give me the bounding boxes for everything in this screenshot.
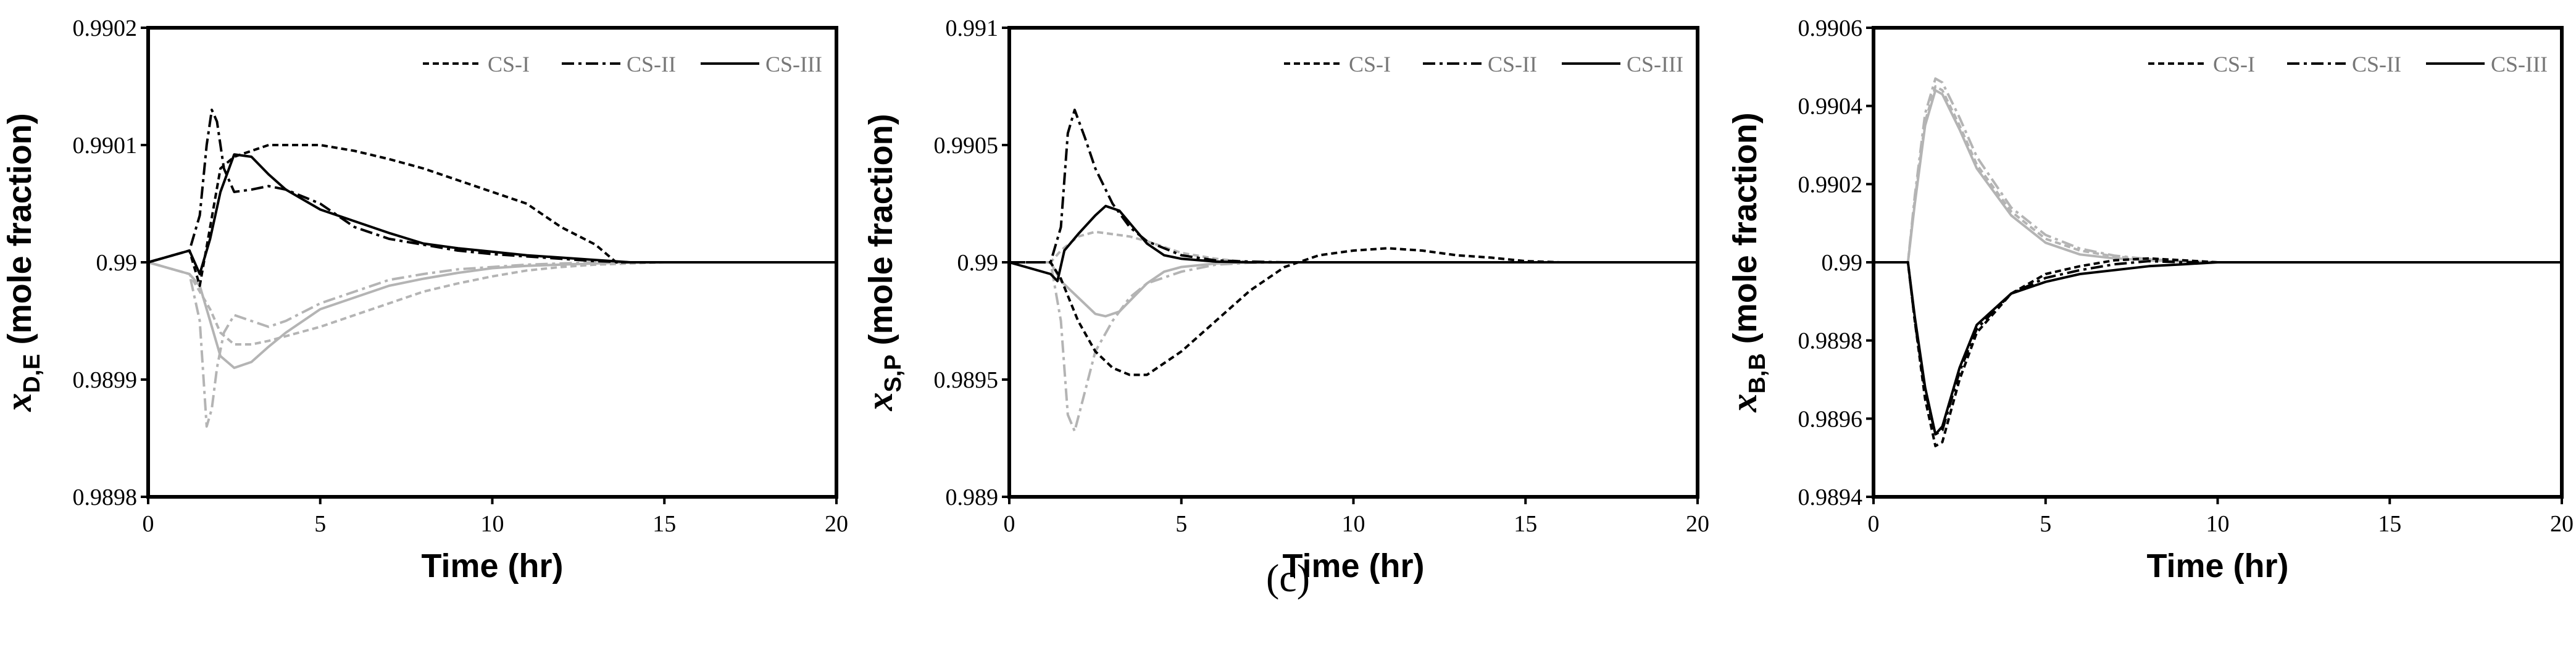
y-tick-label: 0.9906 xyxy=(1798,15,1863,41)
y-tick-label: 0.99 xyxy=(957,250,999,276)
series-line-cs-ii xyxy=(148,109,836,264)
x-axis-label: Time (hr) xyxy=(421,547,563,584)
series-line-cs-iii-gray xyxy=(1874,89,2562,264)
series-line-cs-ii-gray xyxy=(148,261,836,428)
y-tick-label: 0.9902 xyxy=(73,15,138,41)
y-axis-label: xB,B (mole fraction) xyxy=(1724,112,1770,412)
y-tick-label: 0.99 xyxy=(96,250,138,276)
y-tick-label: 0.9904 xyxy=(1798,94,1863,120)
x-tick-label: 10 xyxy=(481,511,504,537)
x-tick-label: 20 xyxy=(825,511,848,537)
y-tick-label: 0.9905 xyxy=(934,133,999,159)
series-line-cs-i xyxy=(1009,247,1698,376)
legend-entry: CS-III xyxy=(765,52,822,77)
y-tick-label: 0.99 xyxy=(1822,250,1863,276)
x-tick-label: 15 xyxy=(1514,511,1537,537)
legend-entry: CS-I xyxy=(2213,52,2255,77)
y-tick-label: 0.9895 xyxy=(934,367,999,393)
series-line-cs-iii xyxy=(148,153,836,275)
series-line-cs-i-gray xyxy=(1874,85,2562,264)
series-line-cs-ii xyxy=(1874,260,2562,436)
x-tick-label: 20 xyxy=(2550,511,2574,537)
x-tick-label: 5 xyxy=(314,511,326,537)
y-tick-label: 0.9902 xyxy=(1798,172,1863,197)
chart-panel-2: 0.989 0.9895 0.99 0.9905 0.991 0 5 10 15 20 Time (… xyxy=(859,15,1709,584)
y-tick-label: 0.9896 xyxy=(1798,406,1863,432)
series-line-cs-ii-gray xyxy=(1009,261,1698,433)
x-axis-label: Time (hr) xyxy=(1282,547,1424,584)
series-line-cs-i xyxy=(1874,257,2562,447)
x-tick-label: 10 xyxy=(2206,511,2230,537)
legend-entry: CS-I xyxy=(488,52,530,77)
y-tick-label: 0.9894 xyxy=(1798,484,1863,510)
x-tick-label: 15 xyxy=(652,511,676,537)
legend-entry: CS-II xyxy=(627,52,676,77)
x-tick-label: 0 xyxy=(143,511,154,537)
legend-entry: CS-III xyxy=(2491,52,2548,77)
x-tick-label: 0 xyxy=(1868,511,1880,537)
x-axis-label: Time (hr) xyxy=(2146,547,2288,584)
x-tick-label: 15 xyxy=(2378,511,2401,537)
series-line-cs-iii xyxy=(1874,261,2562,436)
y-tick-label: 0.9899 xyxy=(73,367,138,393)
series-line-cs-i xyxy=(148,144,836,287)
legend-entry: CS-I xyxy=(1349,52,1391,77)
y-tick-label: 0.991 xyxy=(946,15,999,41)
y-tick-label: 0.989 xyxy=(946,484,999,510)
chart-panel-1: 0.9898 0.9899 0.99 0.9901 0.9902 0 5 10 15 20 Time… xyxy=(0,15,848,584)
series-line-cs-ii xyxy=(1009,109,1698,264)
x-tick-label: 20 xyxy=(1686,511,1709,537)
x-tick-label: 5 xyxy=(1175,511,1187,537)
chart-panel-3: 0.9894 0.9896 0.9898 0.99 0.9902 0.9904 0.9906… xyxy=(1724,15,2574,584)
series-line-cs-iii-gray xyxy=(148,261,836,369)
x-tick-label: 10 xyxy=(1342,511,1365,537)
legend-entry: CS-II xyxy=(1488,52,1537,77)
series-line-cs-iii xyxy=(1009,204,1698,283)
series-line-cs-iii-gray xyxy=(1009,261,1698,318)
y-axis-label: xD,E (mole fraction) xyxy=(0,113,45,412)
x-tick-label: 5 xyxy=(2040,511,2051,537)
figure-caption: (c) xyxy=(1265,556,1311,600)
legend-entry: CS-II xyxy=(2352,52,2401,77)
y-axis-label: xS,P (mole fraction) xyxy=(859,114,906,411)
y-tick-label: 0.9901 xyxy=(73,133,138,159)
series-line-cs-i-gray xyxy=(148,261,836,346)
y-tick-label: 0.9898 xyxy=(1798,328,1863,354)
x-tick-label: 0 xyxy=(1004,511,1015,537)
series-line-cs-i-gray xyxy=(1009,230,1698,264)
y-tick-label: 0.9898 xyxy=(73,484,138,510)
legend-entry: CS-III xyxy=(1627,52,1683,77)
